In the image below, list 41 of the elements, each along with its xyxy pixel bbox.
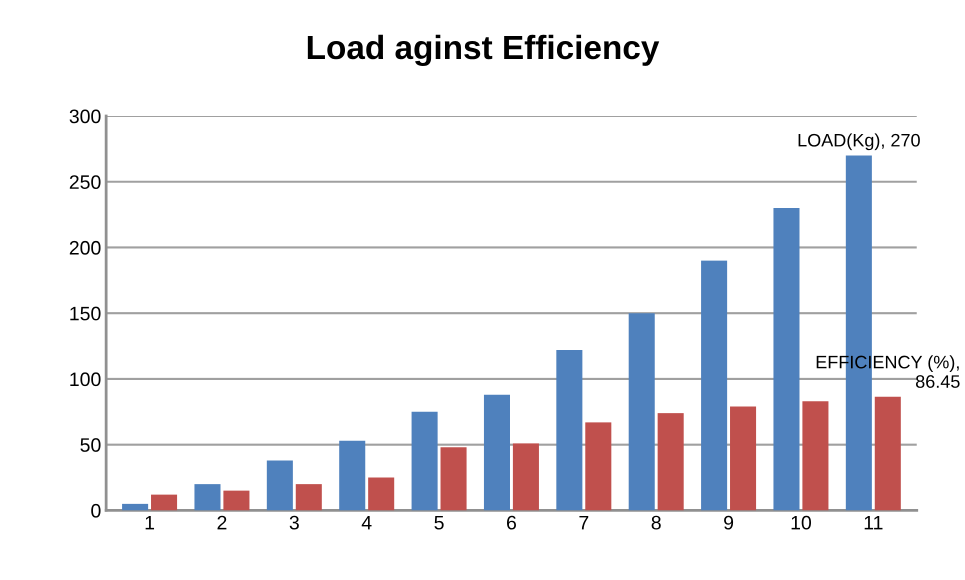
y-tick-label: 100 (70, 372, 101, 386)
data-label: LOAD(Kg), 270 (798, 133, 920, 150)
x-tick-label: 8 (652, 516, 661, 530)
bar (194, 484, 221, 510)
bar (484, 394, 510, 510)
chart-title: Load aginst Efficiency (308, 34, 660, 66)
y-tick-label: 300 (70, 109, 101, 124)
x-tick-label: 3 (290, 516, 299, 530)
bar (223, 490, 250, 510)
bar (556, 350, 582, 510)
bar (266, 460, 293, 510)
bar (874, 396, 901, 510)
bar (802, 401, 828, 510)
bar (412, 412, 438, 510)
bar (339, 440, 366, 510)
bar (512, 443, 539, 510)
y-tick-label: 50 (80, 438, 101, 452)
bar (585, 422, 612, 510)
y-tick-label: 200 (70, 240, 101, 255)
x-tick-label: 5 (434, 516, 444, 530)
bar (773, 208, 800, 510)
bar (368, 478, 394, 510)
bar (296, 484, 322, 510)
bar (658, 413, 684, 510)
x-tick-label: 7 (579, 516, 588, 530)
bar (440, 447, 467, 510)
bar (628, 313, 655, 510)
x-tick-label: 6 (507, 516, 516, 530)
bar (730, 406, 756, 510)
bar (122, 504, 148, 510)
x-tick-label: 2 (218, 516, 226, 530)
bar (701, 260, 728, 510)
x-tick-label: 4 (362, 516, 372, 530)
x-tick-label: 1 (146, 516, 154, 530)
y-tick-label: 150 (70, 306, 101, 320)
x-tick-label: 10 (792, 516, 812, 530)
bar (151, 494, 178, 510)
x-tick-label: 11 (864, 516, 882, 530)
y-tick-label: 0 (91, 504, 101, 518)
x-tick-label: 9 (724, 516, 734, 530)
y-tick-label: 250 (70, 175, 101, 189)
